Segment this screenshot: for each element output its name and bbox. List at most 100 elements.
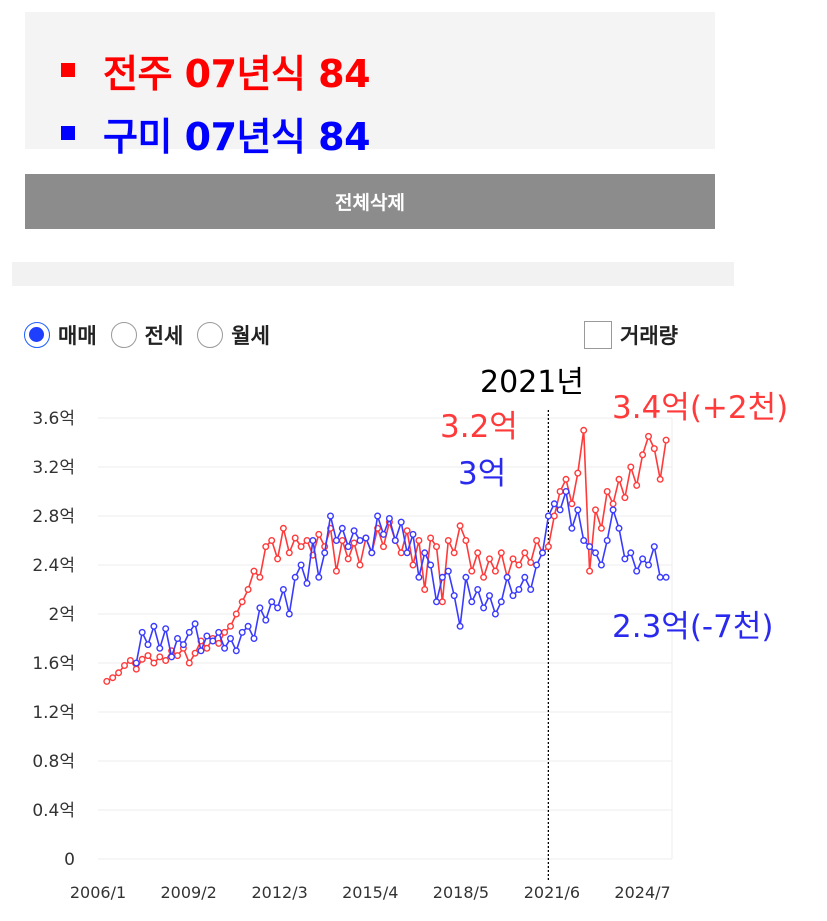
data-point <box>162 657 170 665</box>
legend-item-gumi[interactable]: 구미 07년식 84 <box>25 108 371 159</box>
data-point <box>474 586 482 594</box>
data-point <box>256 573 264 581</box>
data-point <box>315 530 323 538</box>
x-tick-label: 2018/5 <box>433 883 489 902</box>
data-point <box>274 604 282 612</box>
data-point <box>627 549 635 557</box>
data-point <box>226 622 234 630</box>
data-point <box>480 604 488 612</box>
data-point <box>203 632 211 640</box>
legend-label: 전주 07년식 84 <box>103 51 371 96</box>
chart-annotation: 3억 <box>458 456 506 492</box>
data-point <box>350 539 358 547</box>
data-point <box>615 475 623 483</box>
data-point <box>250 635 258 643</box>
data-point <box>645 561 653 569</box>
data-point <box>497 549 505 557</box>
data-point <box>444 537 452 545</box>
data-point <box>468 598 476 606</box>
data-point <box>568 500 576 508</box>
data-point <box>662 436 670 444</box>
data-point <box>603 537 611 545</box>
data-point <box>297 543 305 551</box>
data-point <box>627 463 635 471</box>
data-point <box>385 515 393 523</box>
radio-circle-checked[interactable] <box>24 322 50 348</box>
data-point <box>291 573 299 581</box>
data-point <box>391 537 399 545</box>
data-point <box>279 586 287 594</box>
data-point <box>438 598 446 606</box>
radio-monthly[interactable]: 월세 <box>197 320 270 350</box>
data-point <box>215 639 223 647</box>
x-tick-label: 2021/6 <box>524 883 580 902</box>
data-point <box>521 549 529 557</box>
data-point <box>580 426 588 434</box>
data-point <box>344 555 352 563</box>
radio-jeonse[interactable]: 전세 <box>110 320 184 350</box>
data-point <box>215 628 223 636</box>
chart-annotation: 3.2억 <box>440 409 518 445</box>
data-point <box>609 500 617 508</box>
reference-line-label: 2021년 <box>480 365 584 400</box>
data-point <box>544 543 552 551</box>
data-point <box>115 669 123 677</box>
data-point <box>462 573 470 581</box>
data-point <box>480 573 488 581</box>
radio-label: 월세 <box>231 324 270 348</box>
data-point <box>150 622 158 630</box>
data-point <box>285 610 293 618</box>
data-point <box>109 674 117 682</box>
data-point <box>544 512 552 520</box>
data-point <box>185 659 193 667</box>
data-point <box>332 537 340 545</box>
data-point <box>279 524 287 532</box>
data-point <box>409 561 417 569</box>
data-point <box>656 475 664 483</box>
data-point <box>244 586 252 594</box>
data-point <box>409 530 417 538</box>
data-point <box>556 488 564 496</box>
data-point <box>486 555 494 563</box>
data-point <box>521 573 529 581</box>
data-point <box>592 549 600 557</box>
data-point <box>344 543 352 551</box>
chart-annotation: 3.4억(+2천) <box>612 390 788 426</box>
x-tick-label: 2006/1 <box>70 883 126 902</box>
data-point <box>168 653 176 661</box>
data-point <box>550 512 558 520</box>
data-point <box>527 559 535 567</box>
data-point <box>427 534 435 542</box>
radio-label: 매매 <box>58 324 97 348</box>
data-point <box>138 655 146 663</box>
radio-circle[interactable] <box>197 322 224 348</box>
data-point <box>356 537 364 545</box>
data-point <box>297 561 305 569</box>
data-point <box>156 653 164 661</box>
data-point <box>421 586 429 594</box>
data-point <box>444 567 452 575</box>
data-point <box>374 512 382 520</box>
data-point <box>433 598 441 606</box>
data-point <box>491 610 499 618</box>
data-point <box>232 647 240 655</box>
data-point <box>421 549 429 557</box>
radio-circle[interactable] <box>110 322 137 348</box>
y-tick-label: 0.4억 <box>32 801 75 821</box>
legend-swatch-red <box>61 63 75 77</box>
data-point <box>597 561 605 569</box>
data-point <box>120 662 128 670</box>
data-point <box>262 616 270 624</box>
checkbox-box[interactable] <box>584 321 612 349</box>
data-point <box>268 598 276 606</box>
volume-checkbox[interactable]: 거래량 <box>584 320 678 350</box>
delete-all-button[interactable]: 전체삭제 <box>25 174 715 229</box>
data-point <box>191 649 199 657</box>
x-tick-label: 2009/2 <box>161 883 217 902</box>
data-point <box>509 592 517 600</box>
radio-label: 전세 <box>144 324 184 348</box>
legend-item-jeonju[interactable]: 전주 07년식 84 <box>25 45 371 96</box>
data-point <box>639 555 647 563</box>
data-point <box>468 567 476 575</box>
radio-sale[interactable]: 매매 <box>24 320 97 350</box>
